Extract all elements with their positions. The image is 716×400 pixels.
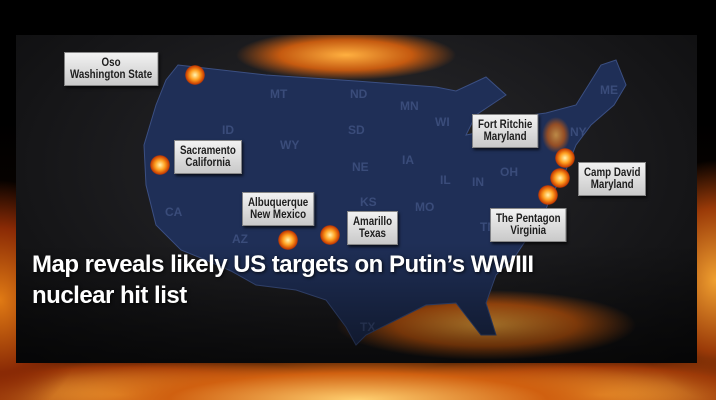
headline-shade — [16, 243, 697, 363]
explosion-icon — [550, 168, 570, 188]
explosion-icon — [150, 155, 170, 175]
explosion-icon — [538, 185, 558, 205]
fire-glow-top — [236, 35, 456, 80]
target-label-camp-david: Camp David Maryland — [578, 162, 647, 196]
headline-link[interactable]: Map reveals likely US targets on Putin’s… — [32, 251, 534, 309]
state-abbr: IA — [402, 153, 414, 167]
state-abbr: AZ — [232, 232, 248, 246]
state-abbr: MO — [415, 200, 435, 214]
state-abbr: CA — [165, 205, 183, 219]
target-label-amarillo: Amarillo Texas — [347, 211, 399, 245]
target-label-sacramento: Sacramento California — [174, 140, 242, 174]
state-abbr: KS — [360, 195, 377, 209]
target-label-pentagon: The Pentagon Virginia — [490, 208, 567, 242]
state-abbr: SD — [348, 123, 365, 137]
state-abbr: IN — [472, 175, 484, 189]
target-label-albuquerque: Albuquerque New Mexico — [242, 192, 315, 226]
target-label-oso: Oso Washington State — [64, 52, 159, 86]
state-abbr: WY — [280, 138, 300, 152]
state-abbr: MT — [270, 87, 288, 101]
news-card[interactable]: MT ND MN ID SD WY WI NE IA IL IN OH CA K… — [16, 35, 697, 363]
state-abbr: ND — [350, 87, 368, 101]
state-abbr: IL — [440, 173, 451, 187]
state-abbr: MN — [400, 99, 419, 113]
state-abbr: ME — [600, 83, 618, 97]
explosion-icon — [185, 65, 205, 85]
explosion-icon — [320, 225, 340, 245]
state-abbr: OH — [500, 165, 518, 179]
state-abbr: NY — [570, 125, 587, 139]
state-abbr: NE — [352, 160, 369, 174]
state-abbr: WI — [435, 115, 450, 129]
target-label-fort-ritchie: Fort Ritchie Maryland — [472, 114, 539, 148]
explosion-icon — [555, 148, 575, 168]
state-abbr: ID — [222, 123, 234, 137]
great-lakes-glow — [542, 117, 570, 153]
